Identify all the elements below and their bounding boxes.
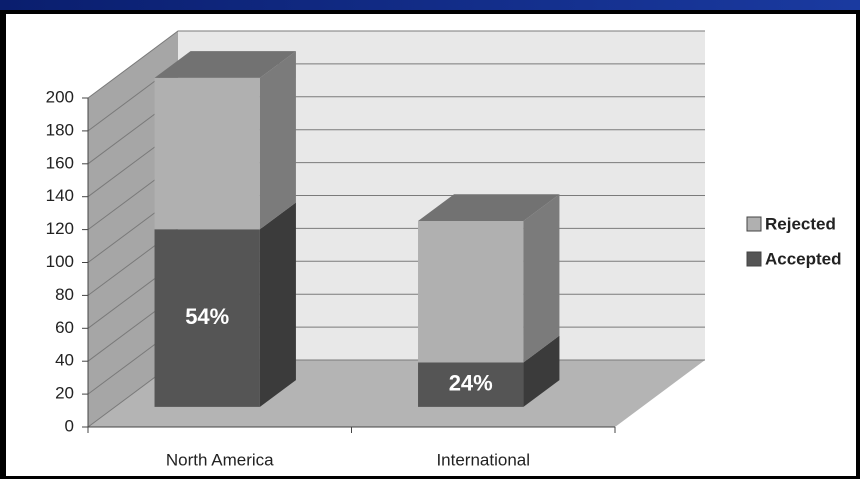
bar-front xyxy=(154,229,260,407)
bar-top xyxy=(418,194,560,222)
bar-side xyxy=(523,194,560,363)
bar-side xyxy=(523,335,560,407)
y-tick-label: 0 xyxy=(65,416,74,435)
y-tick-label: 200 xyxy=(46,87,74,106)
y-tick-label: 100 xyxy=(46,252,74,271)
x-tick-label: North America xyxy=(166,450,274,469)
top-strip xyxy=(0,0,860,10)
y-tick-label: 20 xyxy=(55,384,74,403)
legend-swatch xyxy=(746,251,762,267)
bar-side xyxy=(259,202,296,407)
legend-label: Rejected xyxy=(765,214,836,233)
y-tick-label: 180 xyxy=(46,120,74,139)
y-tick-label: 140 xyxy=(46,186,74,205)
grid-line xyxy=(87,30,705,99)
legend-label: Accepted xyxy=(765,249,842,268)
bar-side xyxy=(259,51,296,230)
bar-front xyxy=(418,221,524,363)
x-tick-label: International xyxy=(436,450,530,469)
y-tick-label: 160 xyxy=(46,153,74,172)
y-tick-label: 80 xyxy=(55,285,74,304)
y-tick-label: 60 xyxy=(55,318,74,337)
bar-front xyxy=(418,362,524,407)
y-tick-label: 120 xyxy=(46,219,74,238)
legend-swatch xyxy=(746,216,762,232)
data-label: 54% xyxy=(185,304,229,329)
data-label: 24% xyxy=(449,371,493,396)
bar-front xyxy=(154,77,260,230)
y-tick-label: 40 xyxy=(55,351,74,370)
bar-top xyxy=(154,51,296,78)
